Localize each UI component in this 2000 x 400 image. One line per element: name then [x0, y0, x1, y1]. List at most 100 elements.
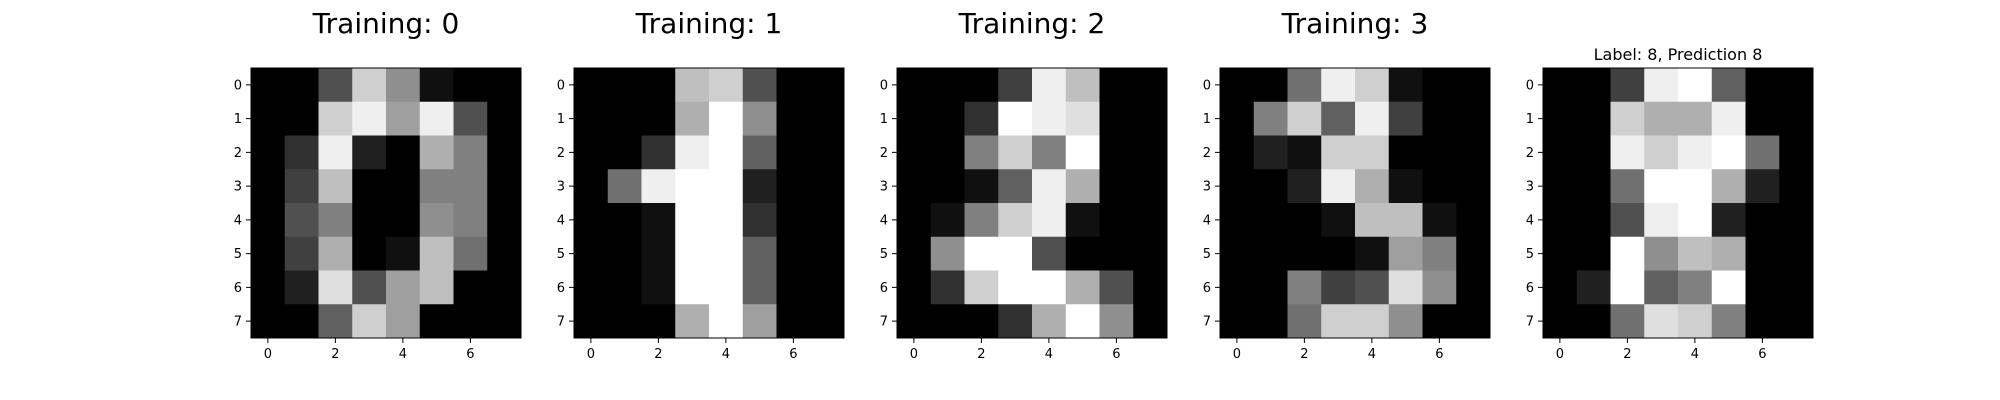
pixel-cell	[1355, 304, 1390, 339]
pixel-cell	[284, 270, 319, 305]
pixel-cell	[998, 236, 1033, 271]
pixel-cell	[709, 236, 744, 271]
pixel-cell	[1644, 270, 1679, 305]
pixel-cell	[1422, 169, 1457, 204]
pixel-cell	[1779, 68, 1814, 103]
y-tick-label: 2	[557, 146, 565, 161]
pixel-cell	[1543, 304, 1578, 339]
panel-title: Training: 0	[312, 7, 460, 40]
pixel-cell	[1576, 304, 1611, 339]
pixel-cell	[1644, 135, 1679, 170]
y-tick-label: 2	[234, 146, 242, 161]
pixel-cell	[419, 304, 454, 339]
pixel-cell	[1253, 169, 1288, 204]
pixel-cell	[574, 236, 609, 271]
pixel-cell	[1456, 101, 1491, 136]
pixel-cell	[1422, 304, 1457, 339]
pixel-cell	[742, 304, 777, 339]
pixel-cell	[1253, 304, 1288, 339]
pixel-cell	[1678, 304, 1713, 339]
pixel-cell	[776, 135, 811, 170]
pixel-cell	[810, 203, 845, 238]
pixel-cell	[1610, 203, 1645, 238]
y-tick-label: 4	[557, 213, 565, 228]
pixel-cell	[810, 304, 845, 339]
pixel-cell	[1422, 101, 1457, 136]
pixel-cell	[386, 135, 421, 170]
pixel-cell	[964, 135, 999, 170]
x-tick-label: 0	[910, 347, 918, 362]
x-tick-label: 0	[264, 347, 272, 362]
pixel-cell	[1456, 236, 1491, 271]
pixel-cell	[453, 236, 488, 271]
pixel-cell	[998, 169, 1033, 204]
pixel-cell	[709, 101, 744, 136]
pixel-cell	[776, 203, 811, 238]
pixel-cell	[607, 236, 642, 271]
pixel-cell	[284, 68, 319, 103]
pixel-cell	[251, 135, 286, 170]
pixel-cell	[1422, 236, 1457, 271]
y-tick-label: 4	[880, 213, 888, 228]
pixel-cell	[897, 203, 932, 238]
pixel-cell	[1032, 236, 1067, 271]
pixel-cell	[1456, 304, 1491, 339]
pixel-cell	[1032, 68, 1067, 103]
pixel-cell	[930, 236, 965, 271]
pixel-cell	[742, 203, 777, 238]
y-tick-label: 4	[234, 213, 242, 228]
pixel-cell	[709, 270, 744, 305]
axes-frame	[1219, 67, 1491, 339]
x-tick-label: 6	[789, 347, 797, 362]
pixel-cell	[487, 203, 522, 238]
pixel-cell	[419, 169, 454, 204]
pixel-cell	[607, 270, 642, 305]
pixel-cell	[574, 203, 609, 238]
pixel-cell	[1678, 135, 1713, 170]
y-tick-label: 3	[880, 180, 888, 195]
pixel-cell	[1610, 135, 1645, 170]
pixel-cell	[318, 135, 353, 170]
pixel-cell	[641, 169, 676, 204]
pixel-cell	[742, 68, 777, 103]
pixel-cell	[1065, 68, 1100, 103]
x-tick-label: 0	[587, 347, 595, 362]
pixel-cell	[352, 236, 387, 271]
pixel-cell	[1711, 304, 1746, 339]
pixel-cell	[284, 304, 319, 339]
pixel-cell	[1133, 203, 1168, 238]
pixel-cell	[1711, 236, 1746, 271]
pixel-cell	[574, 169, 609, 204]
pixel-cell	[251, 68, 286, 103]
y-tick-label: 6	[880, 281, 888, 296]
pixel-cell	[1644, 203, 1679, 238]
pixel-cell	[1253, 203, 1288, 238]
pixel-cell	[1133, 236, 1168, 271]
pixel-cell	[386, 304, 421, 339]
pixel-cell	[776, 236, 811, 271]
pixel-cell	[1253, 135, 1288, 170]
pixel-cell	[998, 304, 1033, 339]
pixel-cell	[998, 270, 1033, 305]
pixel-cell	[675, 169, 710, 204]
pixel-cell	[318, 203, 353, 238]
x-tick-label: 6	[466, 347, 474, 362]
pixel-cell	[1388, 270, 1423, 305]
pixel-cell	[1779, 169, 1814, 204]
x-tick-label: 2	[654, 347, 662, 362]
pixel-cell	[284, 135, 319, 170]
pixel-cell	[1253, 101, 1288, 136]
axes-frame	[1542, 67, 1814, 339]
pixel-cell	[487, 236, 522, 271]
y-tick-label: 5	[880, 247, 888, 262]
pixel-cell	[1287, 135, 1322, 170]
pixel-cell	[675, 68, 710, 103]
pixel-cell	[897, 169, 932, 204]
y-tick-label: 7	[234, 315, 242, 330]
pixel-cell	[1099, 169, 1134, 204]
pixel-cell	[1220, 169, 1255, 204]
pixel-cell	[1253, 68, 1288, 103]
pixel-cell	[1388, 304, 1423, 339]
pixel-cell	[810, 101, 845, 136]
digit-panel-0: Training: 0 0 1 2 3 4 5 6 7 0 2 4 6	[234, 7, 522, 362]
